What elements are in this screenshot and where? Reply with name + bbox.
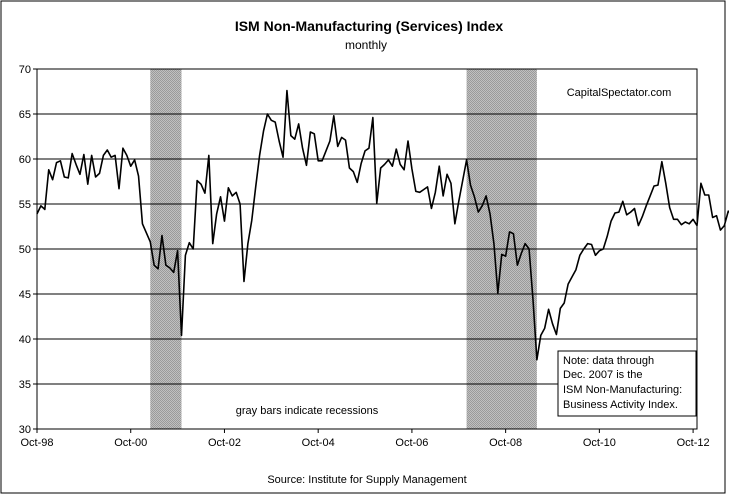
y-tick-label: 40 [19,334,31,346]
watermark-label: CapitalSpectator.com [567,87,672,99]
note-line: Business Activity Index. [563,399,678,411]
source-caption: Source: Institute for Supply Management [267,474,466,486]
x-tick-label: Oct-10 [583,437,616,449]
note-box: Note: data through Dec. 2007 is the ISM … [557,350,697,417]
y-tick-label: 65 [19,109,31,121]
y-tick-label: 30 [19,424,31,436]
x-axis-ticks: Oct-98 Oct-00 Oct-02 Oct-04 Oct-06 Oct-08 Oct-… [20,429,710,449]
y-tick-label: 35 [19,379,31,391]
chart-subtitle: monthly [345,38,387,52]
note-line: Dec. 2007 is the [563,369,643,381]
gridlines [37,113,697,385]
series-line [36,89,729,361]
x-tick-label: Oct-12 [677,437,710,449]
recession-caption: gray bars indicate recessions [236,405,379,417]
note-line: Note: data through [563,355,654,367]
y-axis-ticks: 30 35 40 45 50 55 60 65 70 [19,64,37,436]
note-line: ISM Non-Manufacturing: [563,384,682,396]
chart-title: ISM Non-Manufacturing (Services) Index [235,18,504,34]
x-tick-label: Oct-08 [489,437,522,449]
x-tick-label: Oct-98 [20,437,53,449]
note-box-frame [557,350,697,417]
y-tick-label: 55 [19,199,31,211]
y-tick-label: 60 [19,154,31,166]
y-tick-label: 50 [19,244,31,256]
x-tick-label: Oct-04 [302,437,335,449]
series-layer [36,89,729,361]
y-tick-label: 45 [19,289,31,301]
x-tick-label: Oct-02 [208,437,241,449]
x-tick-label: Oct-00 [114,437,147,449]
x-tick-label: Oct-06 [395,437,428,449]
y-tick-label: 70 [19,64,31,76]
